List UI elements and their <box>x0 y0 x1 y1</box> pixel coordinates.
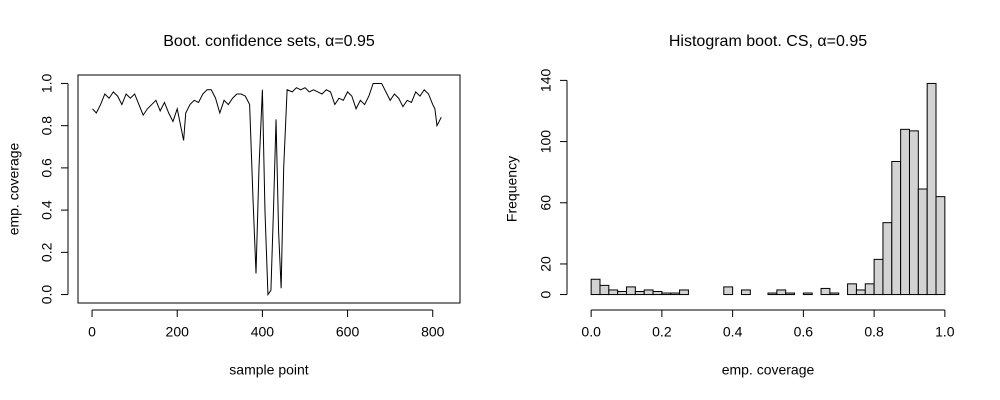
y-tick-label: 1.0 <box>39 74 55 94</box>
x-tick-label: 600 <box>336 324 360 340</box>
y-tick-label: 0 <box>538 290 554 298</box>
histogram-bar <box>900 128 910 296</box>
histogram-bar <box>847 283 857 296</box>
histogram-bar <box>608 289 619 296</box>
x-tick-label: 0.4 <box>723 324 743 340</box>
histogram-bar <box>652 290 663 296</box>
histogram-bar <box>643 289 654 296</box>
chart-title: Histogram boot. CS, α=0.95 <box>669 33 867 50</box>
x-tick-label: 0.0 <box>581 324 601 340</box>
x-axis-title: emp. coverage <box>722 362 815 378</box>
y-tick-label: 0.6 <box>39 158 55 178</box>
histogram-bar <box>599 284 610 296</box>
y-tick-label: 140 <box>538 68 554 92</box>
x-tick-label: 0 <box>88 324 96 340</box>
histogram-bar <box>617 290 628 296</box>
histogram-bar <box>891 160 902 296</box>
histogram-bar <box>820 287 831 296</box>
histogram-bar <box>634 290 645 296</box>
histogram-bar <box>864 283 875 296</box>
x-tick-label: 200 <box>166 324 190 340</box>
histogram-bar <box>908 130 919 296</box>
x-tick-label: 0.2 <box>652 324 672 340</box>
histogram-bar <box>776 289 787 296</box>
histogram-bar <box>882 222 893 296</box>
y-tick-label: 0.0 <box>39 285 55 305</box>
histogram-bar <box>661 292 672 296</box>
y-tick-label: 0.4 <box>39 200 55 220</box>
histogram-bar <box>926 82 937 296</box>
plot-frame <box>77 74 461 304</box>
histogram-bar <box>935 196 946 296</box>
histogram-bar <box>873 258 884 296</box>
data-line <box>92 82 442 297</box>
histogram-bar <box>679 289 689 296</box>
x-tick-label: 400 <box>251 324 275 340</box>
y-tick-label: 0.2 <box>39 242 55 262</box>
histogram-bar <box>740 289 751 296</box>
y-axis-title: Frequency <box>504 156 520 222</box>
histogram-bar <box>917 188 928 296</box>
chart-title: Boot. confidence sets, α=0.95 <box>163 33 375 50</box>
x-tick-label: 800 <box>421 324 445 340</box>
histogram-bar <box>767 292 778 296</box>
histogram-bar <box>829 292 840 296</box>
histogram-bar <box>670 292 681 296</box>
histogram-bar <box>626 286 636 296</box>
histogram-bar <box>802 292 813 296</box>
x-axis-title: sample point <box>229 362 308 378</box>
histogram-bar <box>590 278 601 296</box>
y-tick-label: 60 <box>538 195 554 211</box>
histogram-bar <box>785 292 796 296</box>
x-tick-label: 0.6 <box>794 324 814 340</box>
y-tick-label: 20 <box>538 256 554 272</box>
y-axis-title: emp. coverage <box>6 142 22 235</box>
x-tick-label: 0.8 <box>864 324 884 340</box>
y-tick-label: 100 <box>538 130 554 154</box>
y-tick-label: 0.8 <box>39 116 55 136</box>
histogram-bar <box>723 286 734 296</box>
x-tick-label: 1.0 <box>935 324 955 340</box>
histogram-bar <box>855 289 866 296</box>
